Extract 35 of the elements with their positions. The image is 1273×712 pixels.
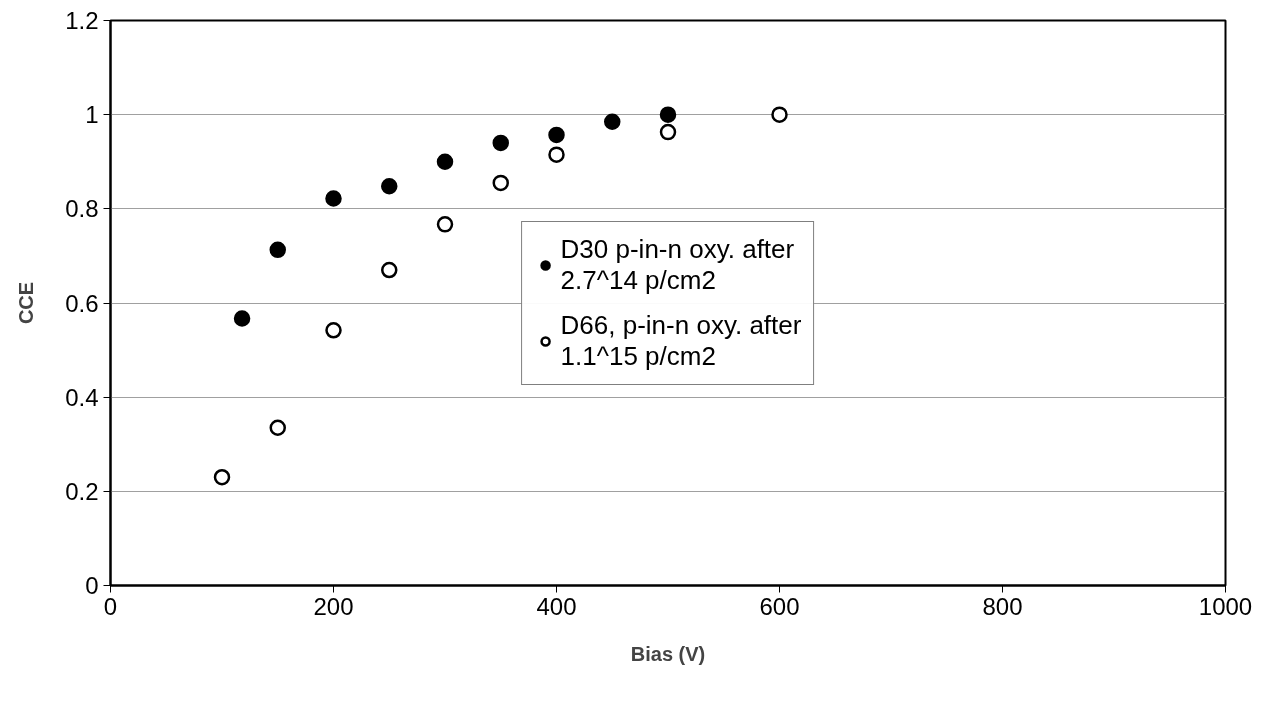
point [604,113,621,130]
point [492,174,509,192]
point [325,190,342,207]
y-tick-label: 0.4 [65,383,99,411]
y-tick-label: 1 [85,101,99,129]
point [233,310,251,327]
x-axis-title: Bias (V) [630,642,706,665]
point [659,106,677,123]
point [213,468,231,486]
point [436,153,454,170]
point [269,419,286,437]
y-tick-label: 0.2 [65,477,99,505]
point [659,123,677,141]
point [548,146,565,163]
point [436,216,454,233]
x-tick-label: 600 [759,592,800,620]
y-axis-title: CCE [15,281,38,325]
y-tick-label: 0 [85,572,99,599]
x-tick-label: 1000 [1198,592,1253,620]
y-tick-label: 0.6 [65,289,99,317]
point [325,322,342,339]
point [548,126,565,144]
point [269,241,286,259]
point [771,106,788,123]
x-tick-label: 800 [982,592,1023,620]
legend-label: D30 p-in-n oxy. after 2.7^14 p/cm2 [560,233,795,296]
point [492,134,509,152]
point [381,261,398,279]
legend-label: D66, p-in-n oxy. after 1.1^15 p/cm2 [560,309,802,372]
point [381,178,398,195]
x-tick-label: 0 [103,592,118,620]
x-tick-label: 200 [313,592,354,620]
y-tick-label: 0.8 [65,195,99,223]
x-tick-label: 400 [536,592,577,620]
y-tick-label: 1.2 [65,7,99,34]
